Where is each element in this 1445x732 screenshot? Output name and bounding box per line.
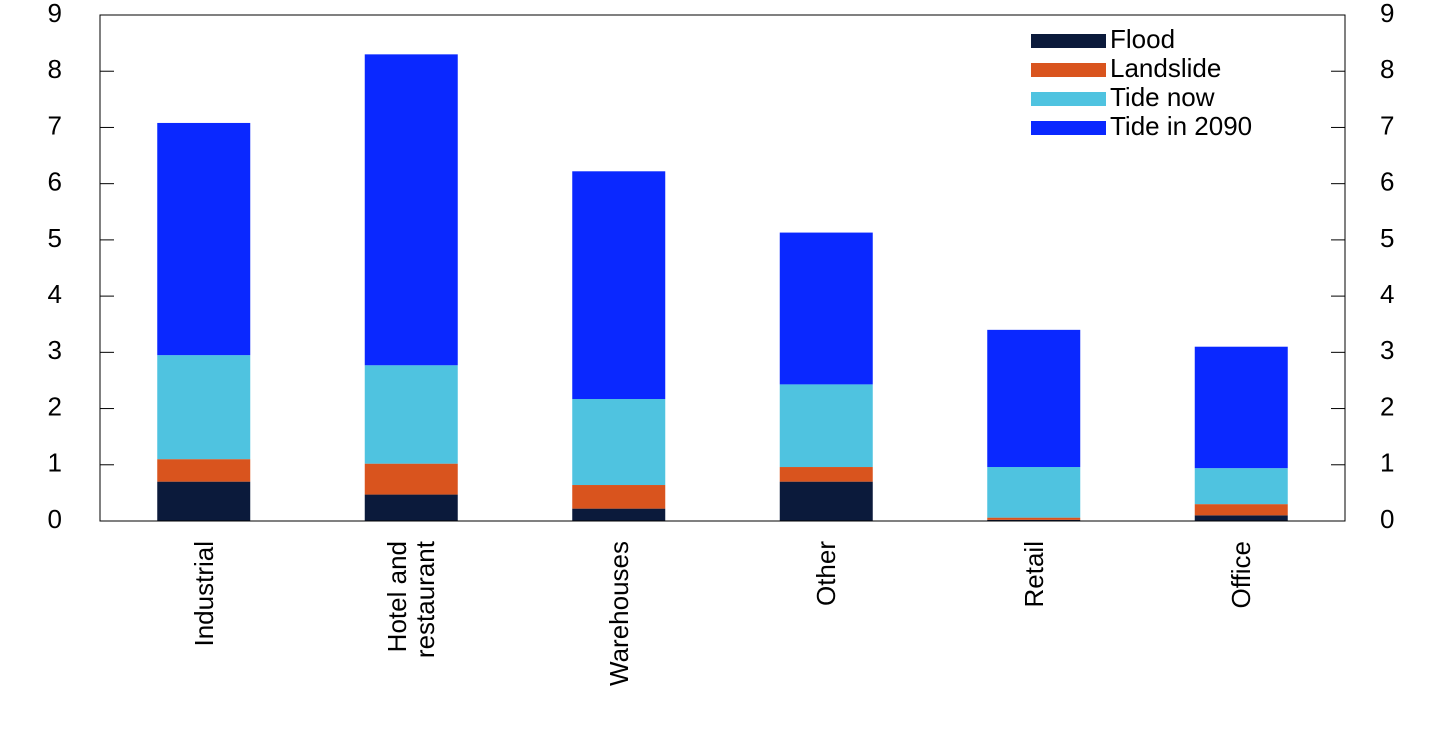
- legend-swatch: [1031, 63, 1106, 77]
- bar-segment: [157, 122, 251, 356]
- bar-segment: [779, 481, 873, 521]
- bar-segment: [987, 517, 1081, 520]
- x-tick-label: Industrial: [188, 541, 219, 647]
- bar-segment: [364, 463, 458, 495]
- y-tick-label: 1: [48, 448, 62, 478]
- bar-segment: [157, 355, 251, 460]
- bar-segment: [572, 171, 666, 399]
- y2-tick-label: 2: [1380, 391, 1394, 421]
- bar-segment: [157, 481, 251, 521]
- x-tick-label: Other: [811, 541, 842, 607]
- x-tick-label: Hotel and restaurant: [382, 541, 441, 659]
- legend-swatch: [1031, 34, 1106, 48]
- y-tick-label: 8: [48, 54, 62, 84]
- bar-segment: [987, 329, 1081, 468]
- y2-tick-label: 4: [1380, 279, 1394, 309]
- bar-segment: [364, 494, 458, 521]
- y-tick-label: 4: [48, 279, 62, 309]
- x-tick-label: Retail: [1018, 541, 1049, 608]
- y2-tick-label: 8: [1380, 54, 1394, 84]
- y-tick-label: 3: [48, 335, 62, 365]
- y-tick-label: 7: [48, 110, 62, 140]
- bar-segment: [779, 467, 873, 482]
- bar-segment: [987, 467, 1081, 518]
- bar-segment: [364, 365, 458, 464]
- y2-tick-label: 0: [1380, 504, 1394, 534]
- legend-label: Tide in 2090: [1110, 111, 1252, 141]
- bar-segment: [572, 485, 666, 509]
- bar-segment: [1194, 346, 1288, 469]
- y2-tick-label: 6: [1380, 167, 1394, 197]
- legend-label: Flood: [1110, 24, 1175, 54]
- legend-swatch: [1031, 121, 1106, 135]
- y-tick-label: 6: [48, 167, 62, 197]
- y-tick-label: 0: [48, 504, 62, 534]
- y2-tick-label: 1: [1380, 448, 1394, 478]
- bar-segment: [987, 519, 1081, 521]
- plot-frame: [99, 14, 1346, 522]
- bar-segment: [1194, 468, 1288, 505]
- y2-tick-label: 7: [1380, 110, 1394, 140]
- y2-tick-label: 3: [1380, 335, 1394, 365]
- y-tick-label: 5: [48, 223, 62, 253]
- legend-label: Landslide: [1110, 53, 1221, 83]
- bar-segment: [157, 459, 251, 482]
- y-tick-label: 9: [48, 0, 62, 28]
- y2-tick-label: 9: [1380, 0, 1394, 28]
- y2-tick-label: 5: [1380, 223, 1394, 253]
- bar-segment: [779, 384, 873, 468]
- bar-segment: [779, 232, 873, 385]
- bar-segment: [364, 54, 458, 366]
- bar-segment: [572, 398, 666, 486]
- bar-segment: [1194, 504, 1288, 516]
- bar-segment: [572, 508, 666, 521]
- x-tick-label: Office: [1226, 541, 1257, 609]
- legend-label: Tide now: [1110, 82, 1215, 112]
- bar-segment: [1194, 515, 1288, 521]
- legend-swatch: [1031, 92, 1106, 106]
- x-tick-label: Warehouses: [603, 541, 634, 686]
- y-tick-label: 2: [48, 391, 62, 421]
